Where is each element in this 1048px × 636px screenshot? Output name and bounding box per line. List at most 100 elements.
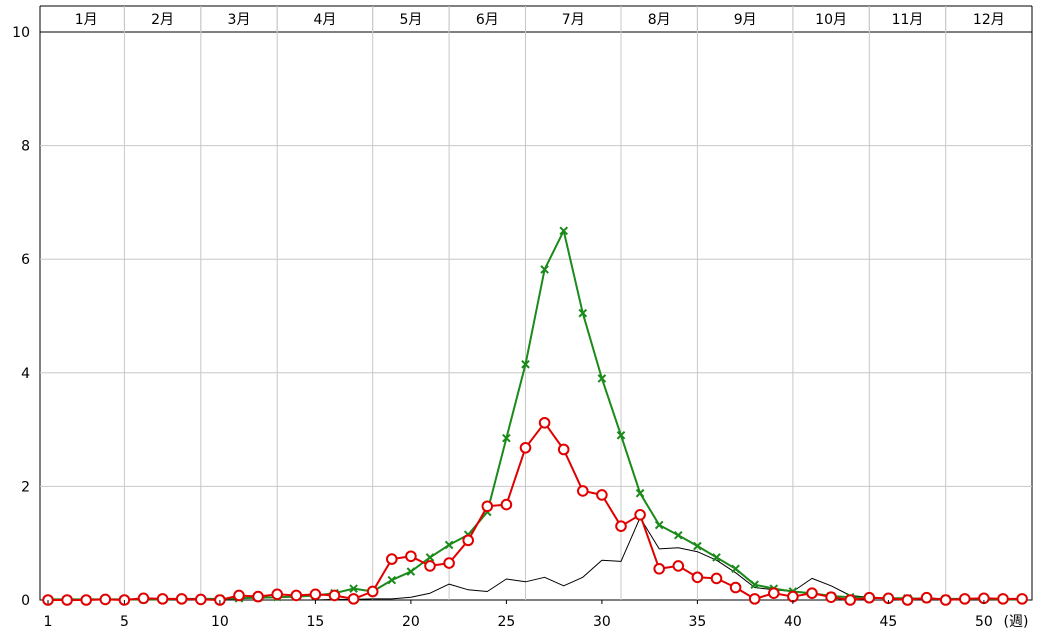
data-point <box>806 587 818 599</box>
month-label: 12月 <box>973 12 1005 28</box>
data-point <box>596 489 608 501</box>
data-point <box>481 500 494 513</box>
data-point <box>519 441 532 454</box>
data-point <box>693 541 702 551</box>
month-label: 10月 <box>815 12 847 28</box>
data-point <box>616 430 626 440</box>
data-point <box>366 585 379 598</box>
data-point <box>578 308 588 318</box>
data-point <box>710 572 723 585</box>
data-point <box>729 581 742 594</box>
data-point <box>444 540 454 550</box>
data-point <box>137 592 150 605</box>
data-point <box>424 560 436 572</box>
y-axis: 0 2 4 6 8 10 <box>12 25 30 609</box>
data-point <box>521 359 530 369</box>
y-tick-label: 4 <box>21 366 30 382</box>
x-tick-label: 45 <box>879 614 897 630</box>
y-tick-label: 8 <box>21 139 30 155</box>
data-point <box>99 593 112 606</box>
month-label: 11月 <box>892 12 924 28</box>
series-line <box>48 421 1023 601</box>
data-point <box>290 589 303 602</box>
data-point <box>731 564 740 574</box>
data-point <box>425 553 435 562</box>
data-point <box>502 433 511 443</box>
data-point <box>347 593 360 605</box>
x-tick-label: 5 <box>120 614 129 630</box>
data-point <box>405 550 417 563</box>
data-point <box>309 588 322 601</box>
month-label: 2月 <box>151 12 174 28</box>
x-axis: 1 5 10 15 20 25 30 35 40 45 50 (週) <box>44 600 1029 630</box>
x-tick-label: 1 <box>44 614 53 630</box>
data-point <box>233 589 245 602</box>
data-point <box>80 594 92 606</box>
x-tick-label: 30 <box>593 614 611 630</box>
x-tick-label: 25 <box>497 614 515 630</box>
data-point <box>787 590 799 603</box>
data-point <box>673 530 683 540</box>
data-point <box>252 590 264 603</box>
x-tick-label: 40 <box>784 614 802 630</box>
month-label: 3月 <box>228 12 251 28</box>
month-header: 1月 2月 3月 4月 5月 6月 7月 8月 9月 10月 11月 12月 <box>39 5 1033 32</box>
month-label: 9月 <box>734 12 757 28</box>
x-tick-label: 10 <box>211 614 229 630</box>
data-point <box>653 562 666 575</box>
x-tick-label: 15 <box>306 614 324 630</box>
data-point <box>1016 593 1028 605</box>
data-point <box>691 571 704 584</box>
x-tick-label: 20 <box>402 614 420 630</box>
month-label: 7月 <box>562 12 585 28</box>
data-point <box>672 560 685 572</box>
y-tick-label: 0 <box>21 593 30 609</box>
month-label: 6月 <box>476 12 499 28</box>
data-point <box>386 553 398 565</box>
data-point <box>559 226 569 236</box>
data-point <box>768 587 780 599</box>
data-point <box>175 593 188 605</box>
data-point <box>462 534 475 547</box>
y-tick-label: 6 <box>21 252 30 268</box>
data-point <box>635 488 645 498</box>
data-point <box>863 591 876 604</box>
data-point <box>634 509 646 521</box>
data-point <box>349 584 358 593</box>
data-point <box>920 591 933 604</box>
data-point <box>901 594 914 606</box>
data-point <box>750 580 760 589</box>
data-point <box>61 594 73 606</box>
series-1 <box>42 416 1028 606</box>
data-point <box>406 567 416 576</box>
x-tick-label: 50 <box>975 614 993 630</box>
x-unit-label: (週) <box>1004 614 1029 630</box>
y-tick-label: 2 <box>21 479 30 495</box>
data-point <box>328 589 341 602</box>
data-point <box>195 593 207 606</box>
data-point <box>387 575 397 585</box>
data-point <box>577 485 589 497</box>
data-point <box>500 498 513 511</box>
data-point <box>538 416 551 429</box>
month-label: 1月 <box>75 12 98 28</box>
grid <box>40 6 1032 600</box>
data-point <box>615 520 627 532</box>
x-tick-label: 35 <box>688 614 706 630</box>
data-point <box>825 591 837 603</box>
data-point <box>997 593 1009 605</box>
data-point <box>712 553 721 562</box>
data-point <box>654 520 664 530</box>
data-point <box>939 594 952 606</box>
data-point <box>557 443 570 456</box>
data-point <box>844 594 857 606</box>
month-label: 5月 <box>399 12 422 28</box>
month-label: 8月 <box>648 12 671 28</box>
data-point <box>959 593 971 605</box>
data-point <box>156 593 169 605</box>
series-layer <box>42 226 1028 606</box>
y-tick-label: 10 <box>12 25 30 41</box>
month-label: 4月 <box>313 12 336 28</box>
data-point <box>597 374 607 383</box>
